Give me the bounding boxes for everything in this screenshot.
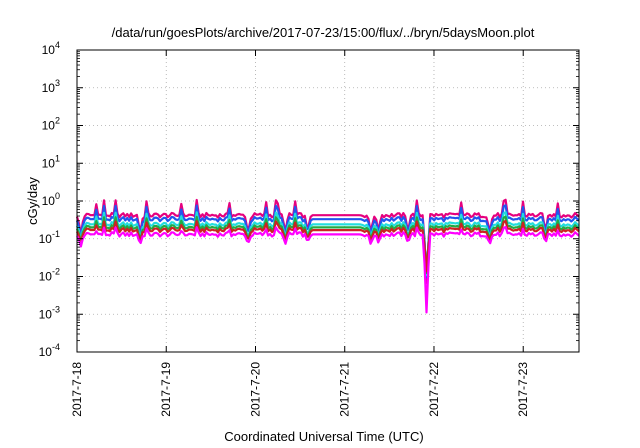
y-tick-label: 10-2: [39, 267, 60, 284]
series-group: [75, 198, 580, 314]
y-tick-exponent: 4: [55, 40, 60, 50]
y-tick-base: 10: [42, 43, 56, 57]
y-axis-label: cGy/day: [25, 177, 40, 225]
y-tick-base: 10: [39, 232, 53, 246]
y-tick-base: 10: [39, 345, 53, 359]
x-axis-label: Coordinated Universal Time (UTC): [224, 429, 423, 444]
x-tick-label-group: 2017-7-18: [70, 362, 84, 417]
y-tick-base: 10: [42, 194, 56, 208]
y-tick-label: 100: [42, 191, 60, 208]
y-tick-label: 101: [42, 153, 60, 170]
chart-title: /data/run/goesPlots/archive/2017-07-23/1…: [112, 25, 535, 40]
y-tick-label: 102: [42, 116, 60, 133]
y-tick-base: 10: [42, 81, 56, 95]
x-tick-label-group: 2017-7-19: [159, 362, 173, 417]
y-tick-base: 10: [42, 156, 56, 170]
x-tick-label: 2017-7-23: [516, 362, 530, 417]
y-tick-exponent: -4: [52, 342, 60, 352]
axis-ticks: [76, 49, 579, 353]
y-tick-exponent: -3: [52, 304, 60, 314]
y-tick-exponent: -2: [52, 267, 60, 277]
x-tick-label: 2017-7-18: [70, 362, 84, 417]
y-tick-label: 104: [42, 40, 60, 57]
y-tick-base: 10: [39, 270, 53, 284]
x-tick-label-group: 2017-7-21: [338, 362, 352, 417]
x-tick-label: 2017-7-19: [159, 362, 173, 417]
y-tick-base: 10: [39, 307, 53, 321]
y-tick-label: 10-3: [39, 304, 60, 321]
x-tick-label: 2017-7-21: [338, 362, 352, 417]
y-tick-label: 103: [42, 78, 60, 95]
y-tick-base: 10: [42, 119, 56, 133]
series-line: [75, 215, 580, 274]
x-tick-labels: 2017-7-18 2017-7-19 2017-7-20 2017-7-21 2017…: [70, 362, 530, 417]
series-line: [76, 225, 580, 314]
y-tick-exponent: 0: [55, 191, 60, 201]
series-line: [76, 219, 580, 273]
y-tick-exponent: 2: [55, 116, 60, 126]
x-tick-label-group: 2017-7-20: [248, 362, 262, 417]
x-tick-label: 2017-7-22: [427, 362, 441, 417]
series-line: [75, 198, 580, 285]
series-line: [75, 211, 580, 277]
series-line: [75, 204, 580, 279]
y-tick-label: 10-4: [39, 342, 60, 359]
x-tick-label-group: 2017-7-23: [516, 362, 530, 417]
y-tick-exponent: -1: [52, 229, 60, 239]
y-tick-exponent: 1: [55, 153, 60, 163]
x-tick-label: 2017-7-20: [248, 362, 262, 417]
y-tick-exponent: 3: [55, 78, 60, 88]
y-tick-label: 10-1: [39, 229, 60, 246]
x-tick-label-group: 2017-7-22: [427, 362, 441, 417]
